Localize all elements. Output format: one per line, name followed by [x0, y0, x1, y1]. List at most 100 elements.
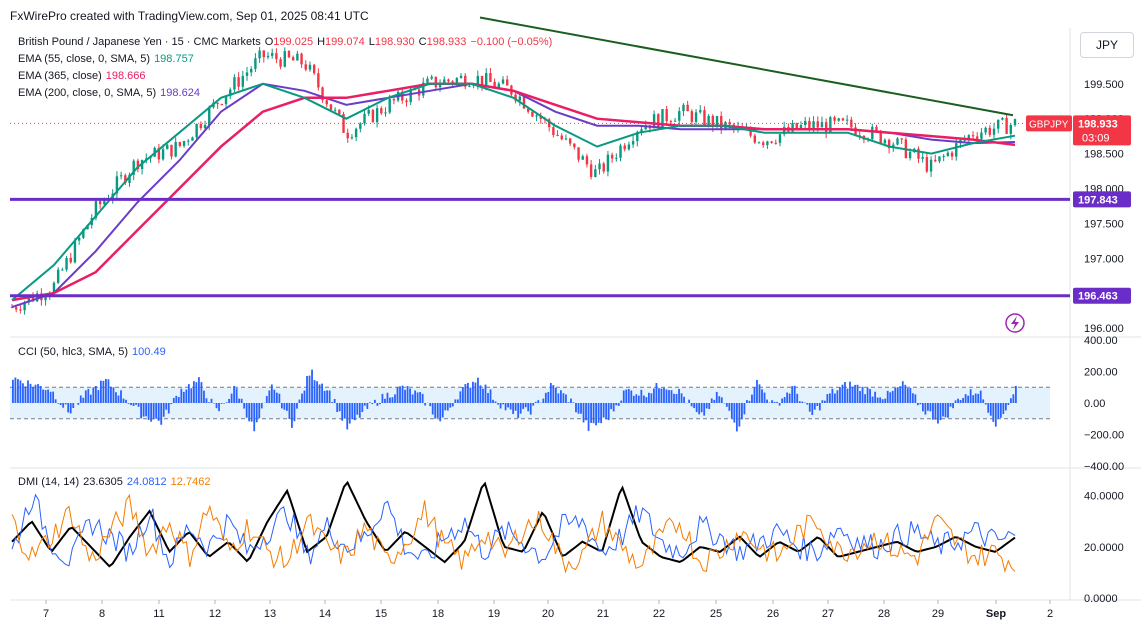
- candle-body: [871, 126, 874, 140]
- candle-body: [934, 159, 937, 162]
- candle-body: [98, 201, 102, 205]
- ema55-legend[interactable]: EMA (55, close, 0, SMA, 5) 198.757: [18, 53, 198, 65]
- cci-bar: [632, 395, 635, 403]
- cci-bar: [474, 382, 477, 403]
- cci-bar: [255, 403, 258, 423]
- candle-body: [955, 143, 958, 157]
- candle-body: [619, 145, 622, 158]
- cci-bar: [665, 389, 668, 403]
- candle-body: [1009, 125, 1013, 134]
- candle-body: [824, 122, 828, 133]
- cci-bar: [1004, 403, 1007, 411]
- cci-bar: [316, 381, 318, 403]
- candle-body: [10, 307, 14, 309]
- candle-body: [690, 111, 694, 122]
- cci-bar: [856, 384, 859, 403]
- cci-bar: [99, 380, 102, 403]
- cci-bar: [642, 395, 645, 403]
- candle-body: [547, 119, 551, 128]
- cci-bar: [808, 403, 811, 412]
- cci-bar: [384, 398, 386, 403]
- cci-bar: [932, 403, 934, 420]
- cci-bar: [441, 403, 444, 418]
- cci-bar: [751, 394, 753, 403]
- candle-body: [359, 123, 362, 129]
- cci-bar: [371, 403, 374, 405]
- candle-body: [812, 121, 815, 129]
- candle-body: [1001, 118, 1004, 120]
- candle-body: [992, 128, 996, 135]
- cci-bar: [137, 403, 140, 407]
- cci-bar: [92, 387, 95, 403]
- cci-bar: [260, 403, 263, 409]
- cci-bar: [999, 403, 1002, 418]
- candle-body: [14, 307, 18, 310]
- candle-body: [354, 128, 358, 138]
- cci-bar: [733, 403, 736, 423]
- cci-bar: [147, 403, 150, 420]
- candle-body: [136, 160, 140, 169]
- cci-bar: [366, 403, 369, 409]
- candle-body: [879, 130, 882, 144]
- candle-body: [128, 174, 131, 183]
- cci-bar: [376, 403, 379, 406]
- time-axis-label: 14: [319, 608, 331, 620]
- currency-button[interactable]: JPY: [1080, 32, 1134, 58]
- dmi-legend[interactable]: DMI (14, 14) 23.6305 24.0812 12.7462: [18, 476, 214, 488]
- cci-bar: [223, 403, 225, 404]
- cci-bar: [851, 386, 854, 403]
- cci-bar: [637, 395, 640, 403]
- candle-body: [438, 84, 442, 88]
- cci-bar: [187, 384, 190, 403]
- candle-body: [694, 112, 698, 122]
- cci-bar: [404, 389, 406, 403]
- candle-body: [829, 117, 832, 133]
- time-axis-label: 8: [99, 608, 105, 620]
- cci-bar: [828, 393, 831, 403]
- ema200-label: EMA (200, close, 0, SMA, 5): [18, 87, 157, 99]
- candle-body: [577, 147, 580, 160]
- cci-bar: [102, 380, 105, 403]
- cci-bar: [444, 403, 447, 411]
- candle-body: [262, 50, 265, 58]
- time-axis-label: 11: [153, 608, 164, 620]
- cci-bar: [142, 403, 145, 417]
- cci-bar: [934, 403, 937, 420]
- cci-bar: [414, 390, 417, 403]
- cci-bar: [72, 403, 75, 408]
- cci-bar: [69, 403, 72, 414]
- candle-body: [988, 127, 992, 135]
- symbol-name[interactable]: British Pound / Japanese Yen · 15 · CMC …: [18, 36, 261, 48]
- cci-bar: [715, 391, 718, 403]
- ema365-legend[interactable]: EMA (365, close) 198.666: [18, 70, 150, 82]
- cci-bar: [620, 400, 623, 403]
- cci-bar: [321, 383, 323, 403]
- credit-text: FxWirePro created with TradingView.com, …: [10, 9, 369, 23]
- candle-body: [921, 157, 924, 159]
- cci-bar: [507, 403, 510, 408]
- cci-bar: [738, 403, 741, 427]
- ema200-legend[interactable]: EMA (200, close, 0, SMA, 5) 198.624: [18, 87, 204, 99]
- candle-body: [841, 118, 845, 121]
- candle-body: [308, 64, 312, 70]
- cci-bar: [529, 403, 532, 415]
- cci-bar: [630, 390, 633, 403]
- cci-bar: [336, 403, 339, 413]
- cci-legend[interactable]: CCI (50, hlc3, SMA, 5) 100.49: [18, 346, 170, 358]
- cci-bar: [914, 394, 917, 403]
- candle-body: [531, 111, 534, 117]
- cci-bar: [987, 403, 990, 413]
- candle-body: [422, 82, 425, 96]
- candle-body: [791, 123, 794, 132]
- trend-line: [479, 16, 1014, 117]
- candle-body: [174, 142, 177, 157]
- cci-bar: [924, 403, 927, 415]
- cci-bar: [477, 377, 479, 403]
- dmi-axis-label: 0.0000: [1084, 593, 1118, 605]
- candle-body: [375, 108, 379, 123]
- cci-bar: [939, 403, 942, 421]
- cci-bar: [346, 403, 349, 430]
- cci-bar: [182, 391, 185, 403]
- lightning-icon-ring: [1005, 313, 1025, 333]
